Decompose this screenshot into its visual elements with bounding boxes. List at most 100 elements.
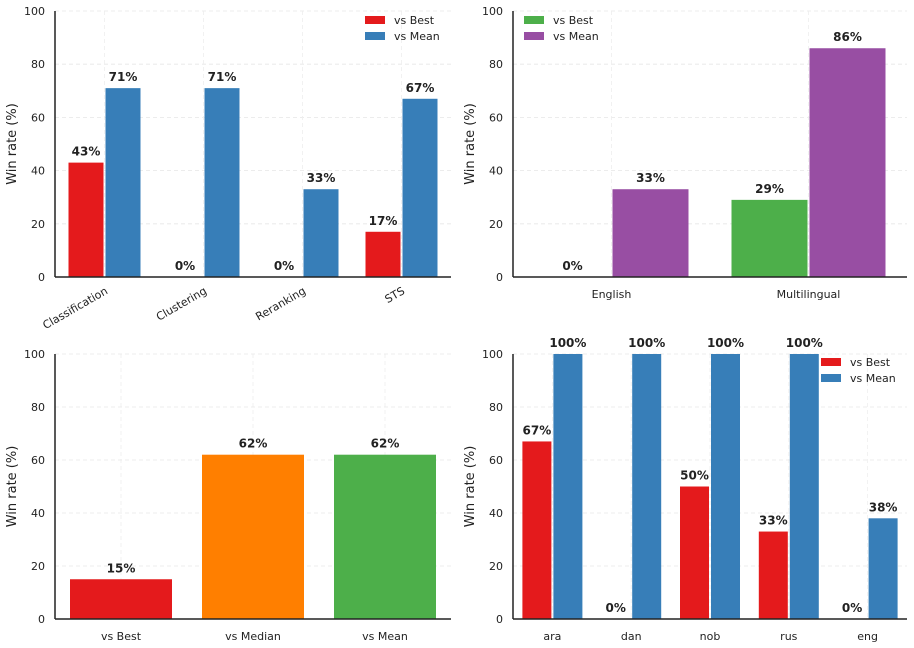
y-tick-label: 60 <box>31 454 45 467</box>
data-label: 0% <box>274 259 294 273</box>
x-tick-label: STS <box>383 284 407 306</box>
data-label: 100% <box>707 336 744 350</box>
data-label: 29% <box>755 182 784 196</box>
x-tick-label: Clustering <box>154 284 209 323</box>
legend-swatch <box>821 374 841 382</box>
bar <box>70 579 172 619</box>
bar <box>553 354 583 619</box>
y-tick-label: 0 <box>38 271 45 284</box>
bar <box>680 486 709 619</box>
data-label: 0% <box>562 259 582 273</box>
y-tick-label: 100 <box>482 5 503 18</box>
bar <box>612 189 689 277</box>
data-label: 100% <box>786 336 823 350</box>
data-label: 50% <box>680 469 709 483</box>
y-tick-label: 80 <box>31 58 45 71</box>
data-label: 71% <box>208 70 237 84</box>
x-tick-label: nob <box>700 630 721 643</box>
y-tick-label: 40 <box>31 507 45 520</box>
legend-label: vs Mean <box>553 30 599 43</box>
y-tick-label: 40 <box>489 507 503 520</box>
legend-swatch <box>821 358 841 366</box>
y-tick-label: 80 <box>31 401 45 414</box>
y-tick-label: 100 <box>24 5 45 18</box>
x-tick-label: dan <box>621 630 642 643</box>
y-axis-label: Win rate (%) <box>5 103 20 185</box>
bar <box>522 441 552 619</box>
chart-top-right: 0 20 40 60 80 100 Win rate (%) 0% 29% 33% 86% Engli… <box>463 5 907 301</box>
data-label: 43% <box>72 145 101 159</box>
data-label: 33% <box>307 171 336 185</box>
y-tick-label: 60 <box>489 454 503 467</box>
y-tick-label: 20 <box>31 218 45 231</box>
data-label: 15% <box>107 561 136 575</box>
legend-label: vs Best <box>553 14 594 27</box>
data-label: 0% <box>606 601 626 615</box>
y-tick-label: 100 <box>24 348 45 361</box>
x-tick-label: ara <box>543 630 561 643</box>
chart-bottom-right: 0 20 40 60 80 100 Win rate (%) 67% 0% 50% 33% 0% 100… <box>463 336 907 643</box>
x-tick-label: Reranking <box>253 284 308 323</box>
bar <box>868 518 898 619</box>
bar <box>758 531 788 619</box>
bar <box>303 189 339 277</box>
bar <box>68 162 104 277</box>
data-label: 62% <box>371 437 400 451</box>
y-tick-label: 20 <box>31 560 45 573</box>
y-tick-label: 60 <box>31 111 45 124</box>
y-tick-label: 80 <box>489 401 503 414</box>
data-label: 38% <box>869 500 898 514</box>
bar <box>731 199 808 277</box>
bar <box>402 98 438 277</box>
x-tick-label: Classification <box>40 284 110 332</box>
data-label: 62% <box>239 437 268 451</box>
data-label: 67% <box>406 81 435 95</box>
legend-swatch <box>524 16 544 24</box>
chart-bottom-left: 0 20 40 60 80 100 Win rate (%) 15% 62% 62% vs Best… <box>5 348 451 643</box>
legend-label: vs Best <box>850 356 891 369</box>
x-tick-label: vs Best <box>101 630 142 643</box>
y-tick-label: 100 <box>482 348 503 361</box>
x-tick-label: vs Mean <box>362 630 408 643</box>
data-label: 0% <box>842 601 862 615</box>
bar <box>105 88 141 277</box>
data-label: 71% <box>109 70 138 84</box>
legend-swatch <box>365 16 385 24</box>
y-axis-label: Win rate (%) <box>463 103 478 185</box>
data-label: 100% <box>549 336 586 350</box>
chart-top-left: 0 20 40 60 80 100 Win rate (%) 43% 0% 0% 17% 71% 71%… <box>5 5 451 332</box>
bar <box>632 354 662 619</box>
x-tick-label: Multilingual <box>777 288 841 301</box>
legend-swatch <box>365 32 385 40</box>
y-tick-label: 80 <box>489 58 503 71</box>
data-label: 67% <box>523 423 552 437</box>
x-tick-label: English <box>592 288 632 301</box>
legend-label: vs Mean <box>850 372 896 385</box>
data-label: 17% <box>369 214 398 228</box>
legend-swatch <box>524 32 544 40</box>
data-label: 33% <box>636 171 665 185</box>
legend-label: vs Mean <box>394 30 440 43</box>
bar <box>334 454 436 619</box>
data-label: 33% <box>759 514 788 528</box>
bar <box>789 354 819 619</box>
y-tick-label: 0 <box>38 613 45 626</box>
bar <box>809 48 886 277</box>
y-axis-label: Win rate (%) <box>463 446 478 528</box>
x-tick-label: vs Median <box>225 630 281 643</box>
legend-label: vs Best <box>394 14 435 27</box>
data-label: 100% <box>628 336 665 350</box>
x-tick-label: rus <box>780 630 797 643</box>
y-axis-label: Win rate (%) <box>5 446 20 528</box>
y-tick-label: 40 <box>489 165 503 178</box>
y-tick-label: 60 <box>489 111 503 124</box>
y-tick-label: 0 <box>496 613 503 626</box>
y-tick-label: 20 <box>489 218 503 231</box>
bar <box>711 354 740 619</box>
y-tick-label: 20 <box>489 560 503 573</box>
bar <box>365 231 401 277</box>
bar <box>202 454 304 619</box>
y-tick-label: 40 <box>31 165 45 178</box>
data-label: 0% <box>175 259 195 273</box>
